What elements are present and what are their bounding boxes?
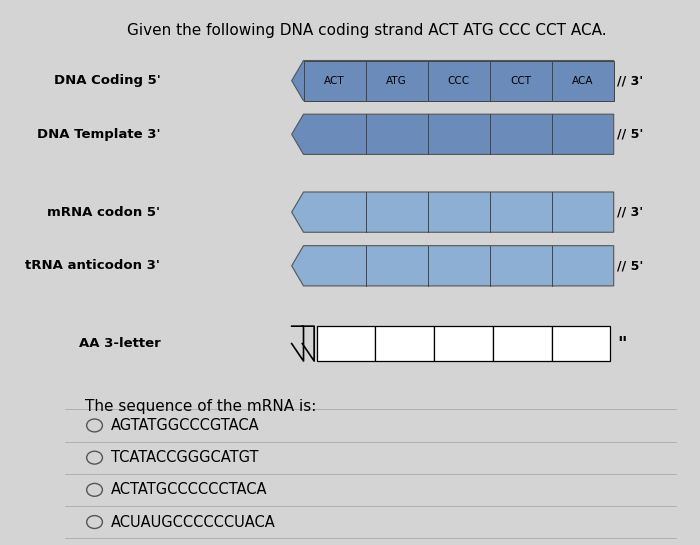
FancyBboxPatch shape: [375, 326, 434, 361]
FancyBboxPatch shape: [493, 326, 552, 361]
Text: ACT: ACT: [324, 76, 345, 86]
Text: DNA Template 3': DNA Template 3': [37, 128, 160, 141]
FancyBboxPatch shape: [365, 60, 428, 101]
Text: ACUAUGCCCCCCUACA: ACUAUGCCCCCCUACA: [111, 514, 276, 530]
Text: ACTATGCCCCCCTACA: ACTATGCCCCCCTACA: [111, 482, 267, 498]
Text: TCATACCGGGCATGT: TCATACCGGGCATGT: [111, 450, 258, 465]
FancyBboxPatch shape: [316, 326, 375, 361]
FancyBboxPatch shape: [304, 60, 365, 101]
FancyBboxPatch shape: [552, 60, 614, 101]
Text: AGTATGGCCCGTACA: AGTATGGCCCGTACA: [111, 418, 260, 433]
FancyBboxPatch shape: [552, 326, 610, 361]
Polygon shape: [292, 246, 614, 286]
Text: mRNA codon 5': mRNA codon 5': [48, 205, 160, 219]
Text: ATG: ATG: [386, 76, 407, 86]
Polygon shape: [292, 192, 614, 232]
Text: The sequence of the mRNA is:: The sequence of the mRNA is:: [85, 399, 316, 414]
Polygon shape: [292, 60, 614, 101]
Text: CCC: CCC: [447, 76, 470, 86]
Text: CCT: CCT: [510, 76, 531, 86]
FancyBboxPatch shape: [489, 60, 552, 101]
Text: AA 3-letter: AA 3-letter: [78, 337, 160, 350]
FancyBboxPatch shape: [434, 326, 493, 361]
Text: ACA: ACA: [572, 76, 594, 86]
Text: DNA Coding 5': DNA Coding 5': [53, 74, 160, 87]
Text: ": ": [617, 335, 626, 353]
Text: // 3': // 3': [617, 74, 643, 87]
Polygon shape: [292, 114, 614, 154]
Text: tRNA anticodon 3': tRNA anticodon 3': [25, 259, 160, 272]
Text: // 5': // 5': [617, 128, 643, 141]
FancyBboxPatch shape: [428, 60, 489, 101]
Text: // 3': // 3': [617, 205, 643, 219]
Text: // 5': // 5': [617, 259, 643, 272]
Text: Given the following DNA coding strand ACT ATG CCC CCT ACA.: Given the following DNA coding strand AC…: [127, 23, 607, 38]
